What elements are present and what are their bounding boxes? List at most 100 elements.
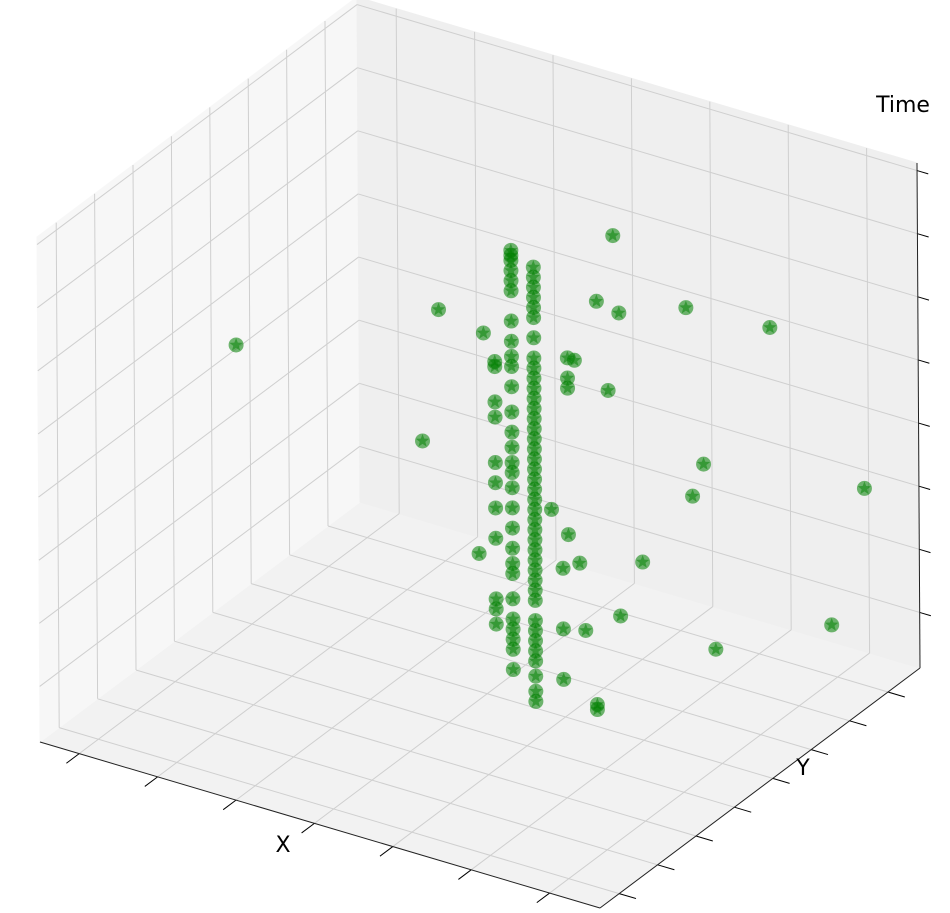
grid-line [356,4,918,172]
point-star [506,591,520,605]
grid-line [286,49,291,555]
point-star [679,300,693,314]
z-tick [918,422,930,427]
grid-line [209,107,214,613]
point [560,380,576,396]
point [504,359,520,375]
point-star [579,623,593,637]
point [528,693,544,709]
point-star [506,622,520,635]
point-star [528,512,542,526]
grid-line [78,513,400,755]
point-star [527,371,541,384]
grid-line [38,319,360,561]
grid-line [630,78,635,584]
point [762,320,778,335]
point [504,404,520,420]
x-tick [379,846,394,857]
point-star [560,371,575,384]
grid-line [174,640,735,808]
grid-line [135,669,697,837]
z-tick [917,296,930,301]
point-star [613,608,628,622]
point-star [489,591,503,605]
grid-line [157,536,478,778]
point-star [528,613,543,627]
grid-line [37,193,359,435]
grid-line [36,4,358,245]
point-star [488,359,502,373]
point-star [527,472,542,485]
point-star [528,583,542,596]
point-star [489,531,503,544]
axis-line [39,741,601,909]
point-star [606,228,620,242]
point-star [527,482,542,495]
point [504,500,520,516]
point [504,439,520,455]
point-star [526,300,541,314]
grid-line [37,130,359,372]
point [505,591,521,607]
y-tick [619,893,637,900]
grid-line [357,67,918,235]
point-star [488,394,502,408]
grid-line [552,55,557,561]
point [487,475,503,491]
point-star [504,379,519,393]
point-star [526,310,541,324]
grid-line [38,256,359,498]
grid-line [470,629,792,871]
point-star [527,391,541,405]
point-star [612,305,626,319]
point-star [526,260,540,273]
point [415,433,431,449]
point [560,527,576,543]
point-star [857,481,872,495]
point-star [476,325,491,339]
point-star [488,410,502,423]
point-star [589,294,604,307]
point [605,228,621,244]
z-axis-label: Time [875,93,930,118]
point [555,621,571,637]
point [555,560,571,576]
point-star [505,404,519,418]
y-tick [657,864,675,871]
grid-line [59,727,620,895]
point [544,501,560,517]
point-star [505,521,520,534]
grid-line [97,698,658,866]
point [504,520,520,536]
point [824,617,840,633]
point [528,668,544,684]
point-star [685,489,700,502]
grid-line [358,319,920,487]
point-star [504,349,519,363]
point [526,310,542,326]
point-star [528,643,543,657]
point [488,601,504,617]
point [504,379,520,395]
point [696,456,712,472]
grid-line [474,31,479,537]
x-tick [301,822,315,834]
point [856,480,872,496]
point [487,394,503,410]
point-star [529,694,543,708]
point-star [506,662,520,676]
point-star [505,480,519,494]
point [504,465,520,481]
point [503,333,519,349]
point [503,313,519,329]
point-star [527,462,542,475]
grid-line [392,606,714,847]
point [487,409,503,425]
x-tick [536,892,550,904]
grid-line [132,164,137,671]
point [588,293,604,309]
point-star [528,492,542,506]
point [488,530,504,546]
marks [228,228,872,718]
x-tick [66,753,80,764]
